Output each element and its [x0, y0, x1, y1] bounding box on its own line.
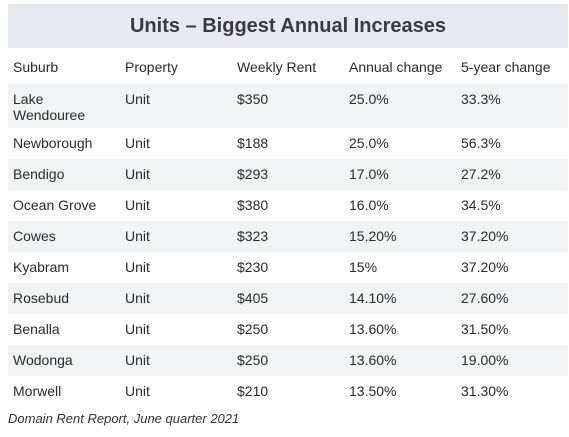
source-note: Domain Rent Report, June quarter 2021: [8, 411, 240, 426]
header-suburb: Suburb: [13, 59, 59, 75]
cell-weekly-rent: $405: [237, 290, 269, 306]
cell-5-year-change: 34.5%: [461, 197, 501, 213]
cell-property: Unit: [125, 290, 150, 306]
cell-property: Unit: [125, 383, 150, 399]
cell-5-year-change: 27.60%: [461, 290, 509, 306]
cell-weekly-rent: $323: [237, 228, 269, 244]
cell-weekly-rent: $293: [237, 166, 269, 182]
cell-annual-change: 13.60%: [349, 352, 397, 368]
cell-5-year-change: 33.3%: [461, 91, 501, 107]
cell-suburb: Kyabram: [13, 259, 70, 275]
cell-annual-change: 15.20%: [349, 228, 397, 244]
rent-increase-card: Units – Biggest Annual Increases Suburb …: [8, 4, 568, 407]
cell-suburb: Benalla: [13, 321, 60, 337]
cell-weekly-rent: $350: [237, 91, 269, 107]
table-row: Ocean Grove Unit $380 16.0% 34.5%: [8, 190, 568, 221]
cell-suburb: Cowes: [13, 228, 56, 244]
cell-weekly-rent: $380: [237, 197, 269, 213]
cell-property: Unit: [125, 228, 150, 244]
cell-weekly-rent: $250: [237, 321, 269, 337]
table-row: Bendigo Unit $293 17.0% 27.2%: [8, 159, 568, 190]
cell-weekly-rent: $250: [237, 352, 269, 368]
cell-suburb: Lake Wendouree: [13, 91, 86, 123]
table-row: Kyabram Unit $230 15% 37.20%: [8, 252, 568, 283]
header-row: Suburb Property Weekly Rent Annual chang…: [8, 48, 568, 84]
table-row: Wodonga Unit $250 13.60% 19.00%: [8, 345, 568, 376]
cell-annual-change: 13.60%: [349, 321, 397, 337]
cell-property: Unit: [125, 259, 150, 275]
cell-property: Unit: [125, 321, 150, 337]
cell-5-year-change: 37.20%: [461, 259, 509, 275]
cell-annual-change: 15%: [349, 259, 378, 275]
cell-suburb: Rosebud: [13, 290, 70, 306]
cell-property: Unit: [125, 91, 150, 107]
cell-weekly-rent: $210: [237, 383, 269, 399]
header-weekly-rent: Weekly Rent: [237, 59, 317, 75]
cell-5-year-change: 19.00%: [461, 352, 509, 368]
cell-suburb: Newborough: [13, 135, 93, 151]
cell-property: Unit: [125, 352, 150, 368]
header-annual-change: Annual change: [349, 59, 443, 75]
cell-property: Unit: [125, 135, 150, 151]
cell-annual-change: 16.0%: [349, 197, 389, 213]
cell-suburb: Wodonga: [13, 352, 73, 368]
table-row: Newborough Unit $188 25.0% 56.3%: [8, 128, 568, 159]
cell-annual-change: 13.50%: [349, 383, 397, 399]
table-row: Benalla Unit $250 13.60% 31.50%: [8, 314, 568, 345]
cell-property: Unit: [125, 166, 150, 182]
cell-weekly-rent: $188: [237, 135, 269, 151]
cell-annual-change: 25.0%: [349, 91, 389, 107]
rent-table: Suburb Property Weekly Rent Annual chang…: [8, 48, 568, 407]
cell-5-year-change: 27.2%: [461, 166, 501, 182]
table-row: Cowes Unit $323 15.20% 37.20%: [8, 221, 568, 252]
cell-annual-change: 17.0%: [349, 166, 389, 182]
cell-annual-change: 14.10%: [349, 290, 397, 306]
table-row: Morwell Unit $210 13.50% 31.30%: [8, 376, 568, 407]
header-5-year-change: 5-year change: [461, 59, 551, 75]
table-title: Units – Biggest Annual Increases: [8, 4, 568, 48]
cell-5-year-change: 31.30%: [461, 383, 509, 399]
cell-5-year-change: 37.20%: [461, 228, 509, 244]
cell-suburb: Bendigo: [13, 166, 65, 182]
header-property: Property: [125, 59, 178, 75]
cell-annual-change: 25.0%: [349, 135, 389, 151]
cell-property: Unit: [125, 197, 150, 213]
cell-suburb: Morwell: [13, 383, 62, 399]
cell-5-year-change: 56.3%: [461, 135, 501, 151]
cell-suburb: Ocean Grove: [13, 197, 97, 213]
cell-weekly-rent: $230: [237, 259, 269, 275]
table-row: Rosebud Unit $405 14.10% 27.60%: [8, 283, 568, 314]
cell-5-year-change: 31.50%: [461, 321, 509, 337]
table-row: Lake Wendouree Unit $350 25.0% 33.3%: [8, 84, 568, 128]
